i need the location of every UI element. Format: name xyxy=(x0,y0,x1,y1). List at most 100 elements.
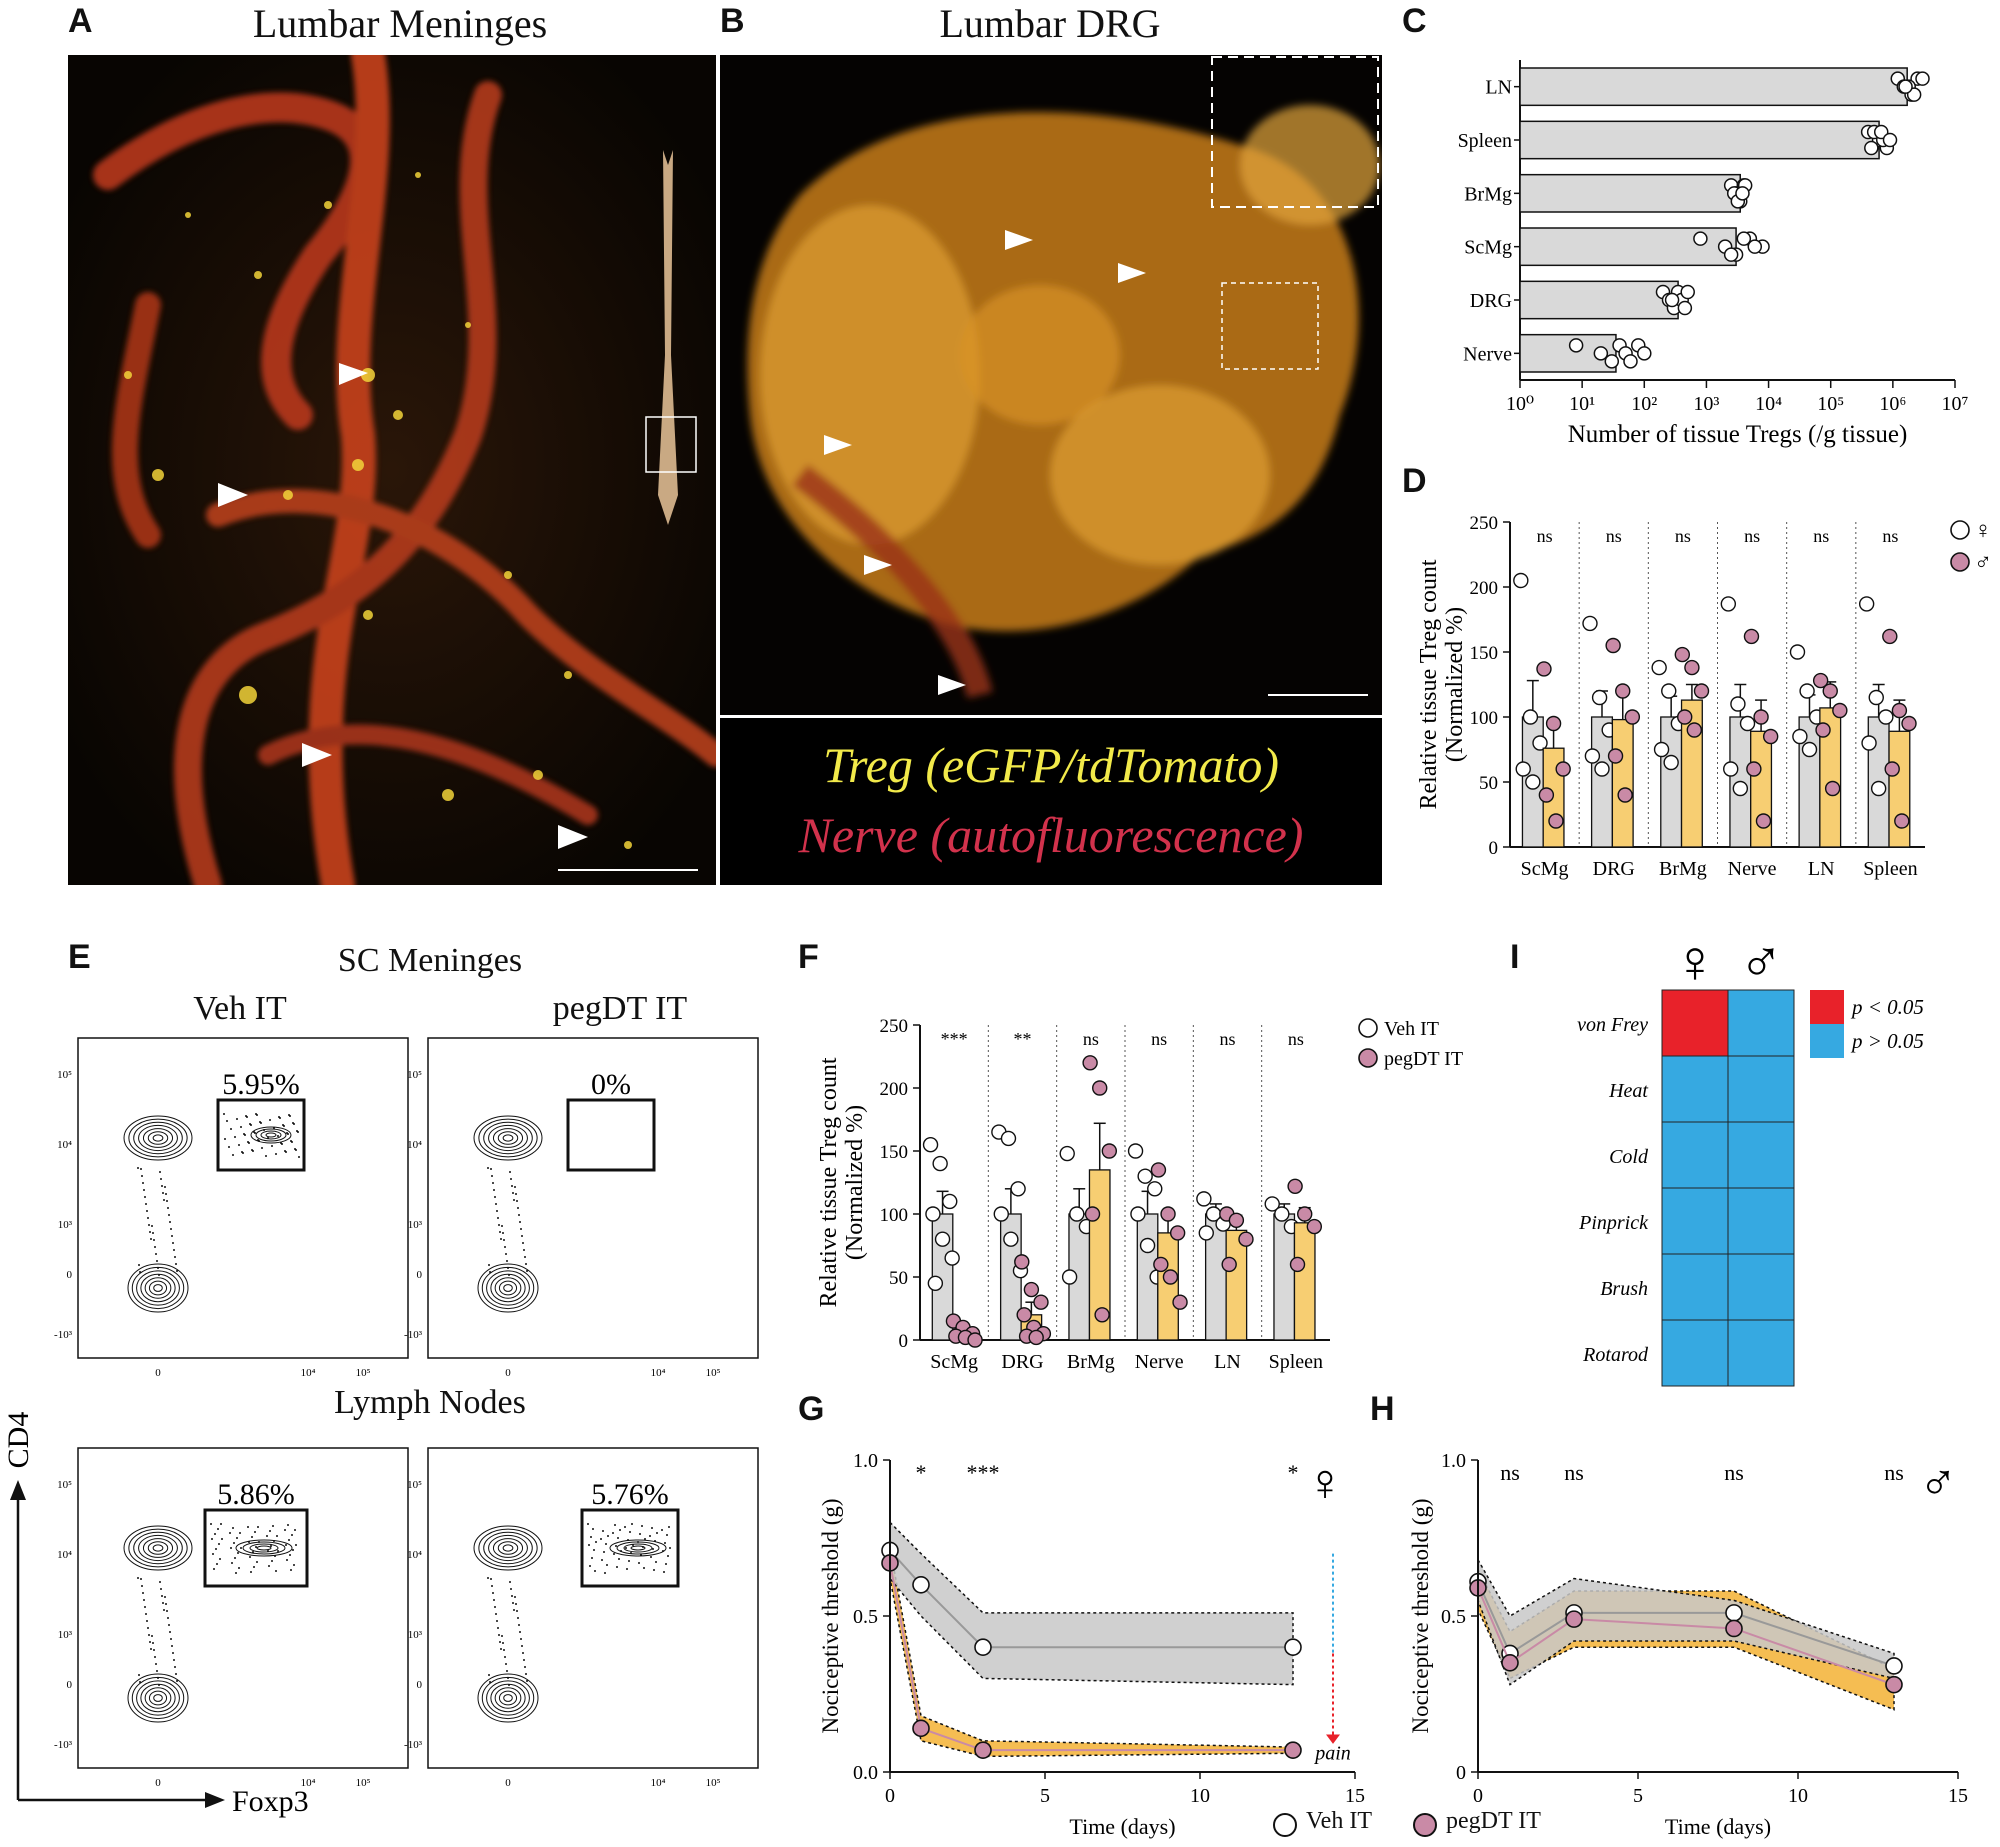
flow-event xyxy=(520,1638,522,1640)
flow-event xyxy=(165,1603,167,1605)
flow-event xyxy=(505,1663,507,1665)
significance-label: ns xyxy=(1606,526,1622,546)
treg-event xyxy=(638,1562,640,1564)
flow-event xyxy=(150,1648,152,1650)
flow-x-tick-label: 0 xyxy=(505,1777,511,1789)
y-tick-label: 0.5 xyxy=(1441,1606,1466,1628)
gate-percentage: 0% xyxy=(591,1068,631,1101)
treg-event xyxy=(221,1538,223,1540)
treg-event xyxy=(292,1549,294,1551)
treg-event xyxy=(253,1131,255,1133)
flow-event xyxy=(489,1681,491,1683)
data-point xyxy=(944,1250,960,1266)
data-point xyxy=(1861,735,1877,751)
treg-event xyxy=(236,1537,238,1539)
flow-event xyxy=(146,1210,148,1212)
flow-event xyxy=(170,1638,172,1640)
treg-event xyxy=(286,1132,288,1134)
c-point xyxy=(1747,239,1763,254)
flow-event xyxy=(141,1585,143,1587)
flow-event xyxy=(487,1167,489,1169)
heatmap-cell xyxy=(1727,1253,1795,1321)
treg-event xyxy=(269,1530,271,1532)
data-point xyxy=(1799,683,1815,699)
flow-event xyxy=(159,1171,161,1173)
flow-event xyxy=(144,1606,146,1608)
data-point xyxy=(1137,1168,1153,1184)
treg-event xyxy=(616,1566,618,1568)
flow-event xyxy=(140,1578,142,1580)
treg-event xyxy=(259,1121,261,1123)
flow-event xyxy=(518,1624,520,1626)
treg-event xyxy=(632,1544,634,1546)
c-x-axis-label: Number of tissue Tregs (/g tissue) xyxy=(1568,421,1908,448)
flow-y-tick-label: 10⁵ xyxy=(57,1479,72,1491)
significance-label: ns xyxy=(1744,526,1760,546)
treg-event xyxy=(237,1552,239,1554)
f-legend-veh-label: Veh IT xyxy=(1384,1018,1439,1040)
data-point xyxy=(1297,1206,1313,1222)
flow-event xyxy=(496,1620,498,1622)
flow-event xyxy=(493,1599,495,1601)
data-point xyxy=(1677,709,1693,725)
treg-event xyxy=(663,1571,665,1573)
foxp3-arrowhead-icon xyxy=(205,1792,225,1808)
flow-event xyxy=(498,1634,500,1636)
treg-event xyxy=(664,1542,666,1544)
heatmap-legend-sig-label: p < 0.05 xyxy=(1850,995,1924,1019)
flow-event xyxy=(517,1207,519,1209)
heatmap-cell xyxy=(1727,989,1795,1057)
data-point xyxy=(1882,628,1898,645)
category-label: Spleen xyxy=(1269,1351,1323,1373)
pain-label: pain xyxy=(1313,1743,1351,1765)
treg-event xyxy=(257,1139,259,1141)
x-tick-label: 5 xyxy=(1040,1785,1050,1807)
flow-event xyxy=(523,1659,525,1661)
flow-event xyxy=(141,1175,143,1177)
data-point xyxy=(1605,637,1621,654)
flow-event xyxy=(138,1674,140,1676)
data-point xyxy=(1858,596,1875,612)
treg-event xyxy=(606,1564,608,1566)
panel-label-g: G xyxy=(798,1390,825,1428)
category-label: DRG xyxy=(1593,858,1635,880)
flow-event xyxy=(488,1674,490,1676)
flow-contour xyxy=(127,1673,189,1723)
treg-event xyxy=(266,1535,268,1537)
data-point xyxy=(1686,722,1703,738)
c-point xyxy=(1882,132,1898,148)
bar xyxy=(1750,730,1773,848)
data-point xyxy=(1059,1145,1075,1162)
c-point xyxy=(1898,79,1913,94)
treg-event xyxy=(269,1119,271,1121)
heatmap-col-label: ♀ xyxy=(1673,940,1718,995)
treg-contour xyxy=(265,1132,277,1138)
flow-contour xyxy=(494,1277,522,1299)
treg-gate xyxy=(580,1508,680,1588)
flow-event xyxy=(168,1624,170,1626)
chart-d: 0 50 100 150 200 250 ScMg ns DRG ns BrMg ns Nerve ns L… xyxy=(1416,513,1992,880)
bar xyxy=(1660,716,1683,848)
flow-contour xyxy=(486,1680,530,1716)
c-point xyxy=(1568,338,1584,353)
flow-event xyxy=(149,1641,151,1643)
data-point xyxy=(1221,1256,1237,1273)
panel-b-title: Lumbar DRG xyxy=(939,1,1161,46)
treg-event xyxy=(255,1113,257,1115)
c-point xyxy=(1680,284,1695,300)
data-point xyxy=(1160,1206,1176,1222)
treg-event xyxy=(639,1533,641,1535)
flow-event xyxy=(519,1631,521,1633)
x-tick-label: 10 xyxy=(1190,1785,1210,1807)
flow-event xyxy=(152,1642,154,1644)
flow-event xyxy=(174,1256,176,1258)
meninges-micrograph xyxy=(68,55,716,885)
flow-event xyxy=(161,1595,163,1597)
c-x-tick-label: 10³ xyxy=(1693,393,1719,415)
treg-event xyxy=(247,1141,249,1143)
panel-label-c: C xyxy=(1402,2,1427,40)
c-category-label: Spleen xyxy=(1458,130,1512,152)
treg-event xyxy=(250,1571,252,1573)
flow-event xyxy=(514,1596,516,1598)
significance-label: ns xyxy=(1564,1460,1584,1485)
